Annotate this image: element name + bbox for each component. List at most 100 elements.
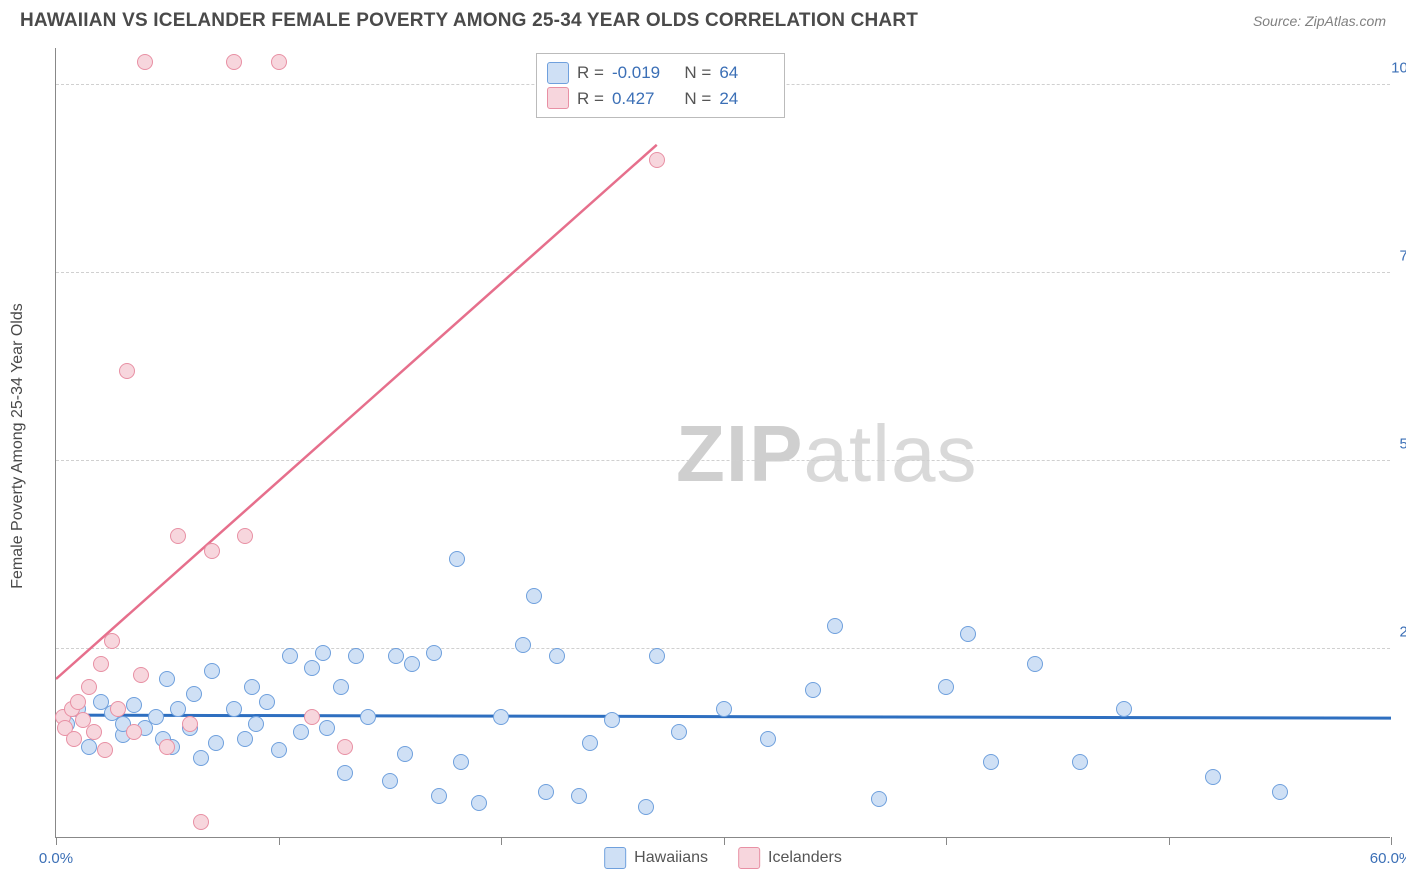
data-point xyxy=(348,648,364,664)
data-point xyxy=(237,528,253,544)
data-point xyxy=(449,551,465,567)
data-point xyxy=(244,679,260,695)
data-point xyxy=(319,720,335,736)
data-point xyxy=(1027,656,1043,672)
data-point xyxy=(382,773,398,789)
data-point xyxy=(333,679,349,695)
data-point xyxy=(193,750,209,766)
data-point xyxy=(271,742,287,758)
data-point xyxy=(282,648,298,664)
data-point xyxy=(471,795,487,811)
y-tick-label: 25.0% xyxy=(1399,623,1406,640)
stat-row: R = -0.019 N = 64 xyxy=(547,60,774,86)
x-tick xyxy=(724,837,725,845)
data-point xyxy=(760,731,776,747)
n-value: 24 xyxy=(719,86,774,112)
scatter-plot-area: ZIPatlas 25.0%50.0%75.0%100.0%0.0%60.0%R… xyxy=(55,48,1390,838)
x-tick xyxy=(946,837,947,845)
r-label: R = xyxy=(577,60,604,86)
data-point xyxy=(1205,769,1221,785)
n-label: N = xyxy=(675,86,711,112)
r-label: R = xyxy=(577,86,604,112)
data-point xyxy=(81,739,97,755)
legend-label: Icelanders xyxy=(768,849,842,867)
data-point xyxy=(110,701,126,717)
data-point xyxy=(388,648,404,664)
data-point xyxy=(871,791,887,807)
data-point xyxy=(1272,784,1288,800)
data-point xyxy=(204,543,220,559)
data-point xyxy=(805,682,821,698)
data-point xyxy=(827,618,843,634)
data-point xyxy=(431,788,447,804)
data-point xyxy=(716,701,732,717)
data-point xyxy=(360,709,376,725)
y-tick-label: 75.0% xyxy=(1399,247,1406,264)
x-tick xyxy=(56,837,57,845)
data-point xyxy=(649,648,665,664)
y-tick-label: 100.0% xyxy=(1391,59,1406,76)
data-point xyxy=(104,633,120,649)
legend-label: Hawaiians xyxy=(634,849,708,867)
legend-item: Icelanders xyxy=(738,847,842,869)
n-label: N = xyxy=(675,60,711,86)
data-point xyxy=(671,724,687,740)
data-point xyxy=(182,716,198,732)
series-swatch xyxy=(547,87,569,109)
data-point xyxy=(337,739,353,755)
source-attribution: Source: ZipAtlas.com xyxy=(1253,13,1386,29)
data-point xyxy=(93,656,109,672)
data-point xyxy=(493,709,509,725)
data-point xyxy=(204,663,220,679)
x-tick-label: 60.0% xyxy=(1370,850,1406,867)
correlation-stats-box: R = -0.019 N = 64R = 0.427 N = 24 xyxy=(536,53,785,118)
gridline xyxy=(56,272,1390,273)
r-value: -0.019 xyxy=(612,60,667,86)
data-point xyxy=(582,735,598,751)
data-point xyxy=(208,735,224,751)
data-point xyxy=(453,754,469,770)
chart-title: HAWAIIAN VS ICELANDER FEMALE POVERTY AMO… xyxy=(20,10,918,32)
data-point xyxy=(186,686,202,702)
data-point xyxy=(526,588,542,604)
data-point xyxy=(133,667,149,683)
data-point xyxy=(148,709,164,725)
data-point xyxy=(549,648,565,664)
data-point xyxy=(226,54,242,70)
x-tick xyxy=(1391,837,1392,845)
data-point xyxy=(604,712,620,728)
x-tick xyxy=(279,837,280,845)
data-point xyxy=(237,731,253,747)
x-tick-label: 0.0% xyxy=(39,850,73,867)
y-axis-label: Female Poverty Among 25-34 Year Olds xyxy=(9,303,27,589)
data-point xyxy=(66,731,82,747)
data-point xyxy=(515,637,531,653)
y-tick-label: 50.0% xyxy=(1399,435,1406,452)
data-point xyxy=(193,814,209,830)
data-point xyxy=(638,799,654,815)
data-point xyxy=(271,54,287,70)
data-point xyxy=(304,660,320,676)
data-point xyxy=(170,528,186,544)
data-point xyxy=(126,697,142,713)
data-point xyxy=(960,626,976,642)
legend-swatch xyxy=(604,847,626,869)
data-point xyxy=(137,54,153,70)
data-point xyxy=(397,746,413,762)
data-point xyxy=(159,671,175,687)
data-point xyxy=(404,656,420,672)
legend: Hawaiians Icelanders xyxy=(604,847,842,869)
data-point xyxy=(119,363,135,379)
data-point xyxy=(126,724,142,740)
data-point xyxy=(304,709,320,725)
x-tick xyxy=(1169,837,1170,845)
x-tick xyxy=(501,837,502,845)
n-value: 64 xyxy=(719,60,774,86)
data-point xyxy=(649,152,665,168)
gridline xyxy=(56,648,1390,649)
data-point xyxy=(293,724,309,740)
data-point xyxy=(159,739,175,755)
data-point xyxy=(86,724,102,740)
gridline xyxy=(56,460,1390,461)
legend-swatch xyxy=(738,847,760,869)
